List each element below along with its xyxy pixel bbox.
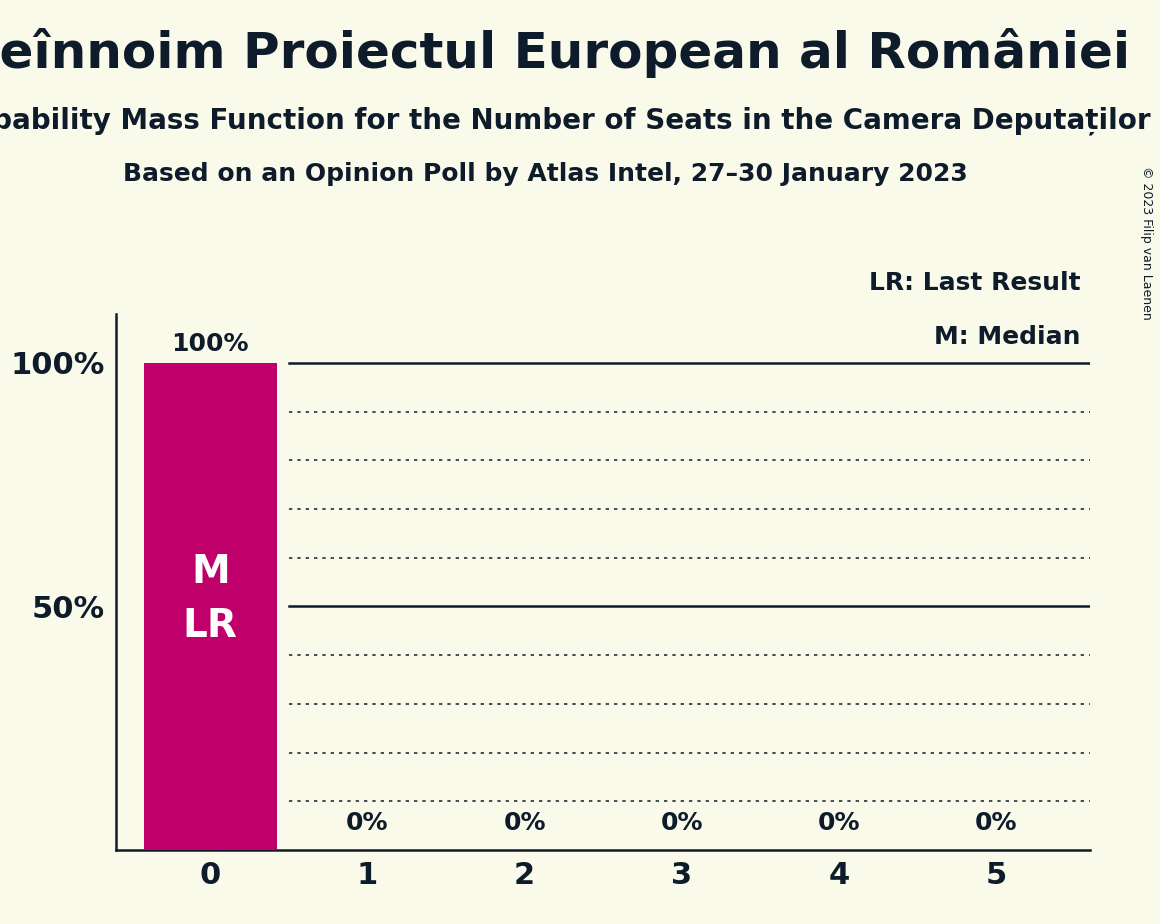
Text: 0%: 0% — [974, 811, 1017, 835]
Text: M: M — [191, 553, 230, 591]
Text: © 2023 Filip van Laenen: © 2023 Filip van Laenen — [1139, 166, 1153, 320]
Text: Reînnoim Proiectul European al României: Reînnoim Proiectul European al României — [0, 28, 1130, 78]
Text: Based on an Opinion Poll by Atlas Intel, 27–30 January 2023: Based on an Opinion Poll by Atlas Intel,… — [123, 162, 967, 186]
Text: M: Median: M: Median — [934, 325, 1081, 349]
Text: 100%: 100% — [172, 332, 249, 356]
Text: 0%: 0% — [660, 811, 703, 835]
Text: 0%: 0% — [503, 811, 546, 835]
Text: Probability Mass Function for the Number of Seats in the Camera Deputaților: Probability Mass Function for the Number… — [0, 106, 1151, 135]
Text: 0%: 0% — [346, 811, 389, 835]
Bar — [144, 363, 277, 850]
Text: LR: LR — [183, 607, 238, 645]
Text: LR: Last Result: LR: Last Result — [869, 272, 1081, 296]
Text: 0%: 0% — [818, 811, 861, 835]
